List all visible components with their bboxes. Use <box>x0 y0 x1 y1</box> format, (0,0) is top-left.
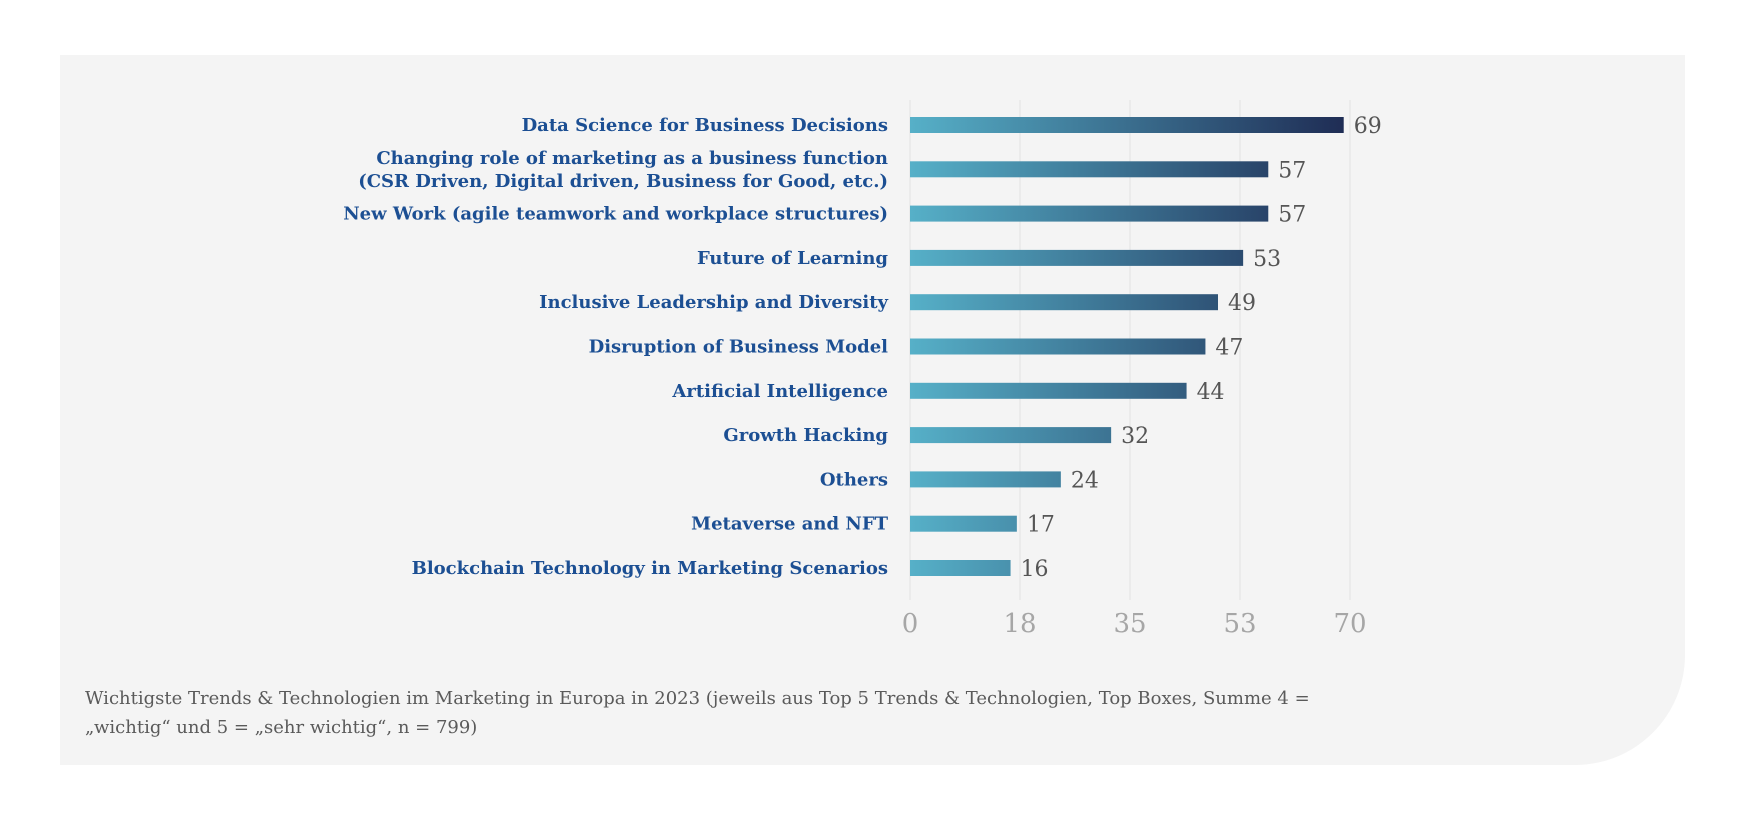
value-label: 17 <box>1027 513 1055 538</box>
category-label: Future of Learning <box>697 248 888 269</box>
value-label: 53 <box>1253 247 1281 272</box>
category-label: Inclusive Leadership and Diversity <box>539 292 888 313</box>
category-label: Blockchain Technology in Marketing Scena… <box>412 558 888 579</box>
x-axis-ticks: 0 18 35 53 70 <box>902 609 1367 639</box>
category-label-line: (CSR Driven, Digital driven, Business fo… <box>358 171 888 192</box>
chart-panel <box>60 55 1685 765</box>
value-label: 24 <box>1071 468 1099 493</box>
value-label: 16 <box>1021 557 1049 582</box>
x-tick-label: 53 <box>1223 609 1256 639</box>
category-label: Disruption of Business Model <box>589 337 889 358</box>
bar <box>910 205 1269 222</box>
chart-caption: Wichtigste Trends & Technologien im Mark… <box>85 688 1310 738</box>
value-label: 44 <box>1197 380 1225 405</box>
bar <box>910 117 1344 133</box>
category-label: Data Science for Business Decisions <box>522 115 888 136</box>
bar <box>910 560 1011 576</box>
value-labels: 69 57 57 53 49 47 44 32 24 17 16 <box>1021 114 1382 582</box>
bar <box>910 249 1244 266</box>
category-label: Artificial Intelligence <box>671 381 888 402</box>
value-label: 49 <box>1228 291 1256 316</box>
category-label: Others <box>820 469 888 490</box>
x-tick-label: 0 <box>902 609 919 639</box>
x-tick-label: 70 <box>1333 609 1366 639</box>
value-label: 69 <box>1354 114 1382 139</box>
category-label: New Work (agile teamwork and workplace s… <box>343 204 888 225</box>
bar <box>910 471 1061 488</box>
value-label: 57 <box>1278 158 1306 183</box>
x-tick-label: 35 <box>1113 609 1146 639</box>
bar <box>910 338 1206 355</box>
category-label: Growth Hacking <box>723 425 888 446</box>
bar <box>910 161 1269 178</box>
value-label: 32 <box>1121 424 1149 449</box>
bar <box>910 294 1218 311</box>
bars <box>910 117 1344 576</box>
bar <box>910 427 1112 444</box>
bar <box>910 515 1017 532</box>
bar <box>910 382 1187 399</box>
category-label: Changing role of marketing as a business… <box>358 148 888 192</box>
x-tick-label: 18 <box>1003 609 1036 639</box>
category-labels: Data Science for Business Decisions Chang… <box>343 115 888 579</box>
value-label: 57 <box>1278 203 1306 228</box>
value-label: 47 <box>1215 336 1243 361</box>
category-label-line: Changing role of marketing as a business… <box>376 148 888 169</box>
category-label: Metaverse and NFT <box>691 514 888 535</box>
